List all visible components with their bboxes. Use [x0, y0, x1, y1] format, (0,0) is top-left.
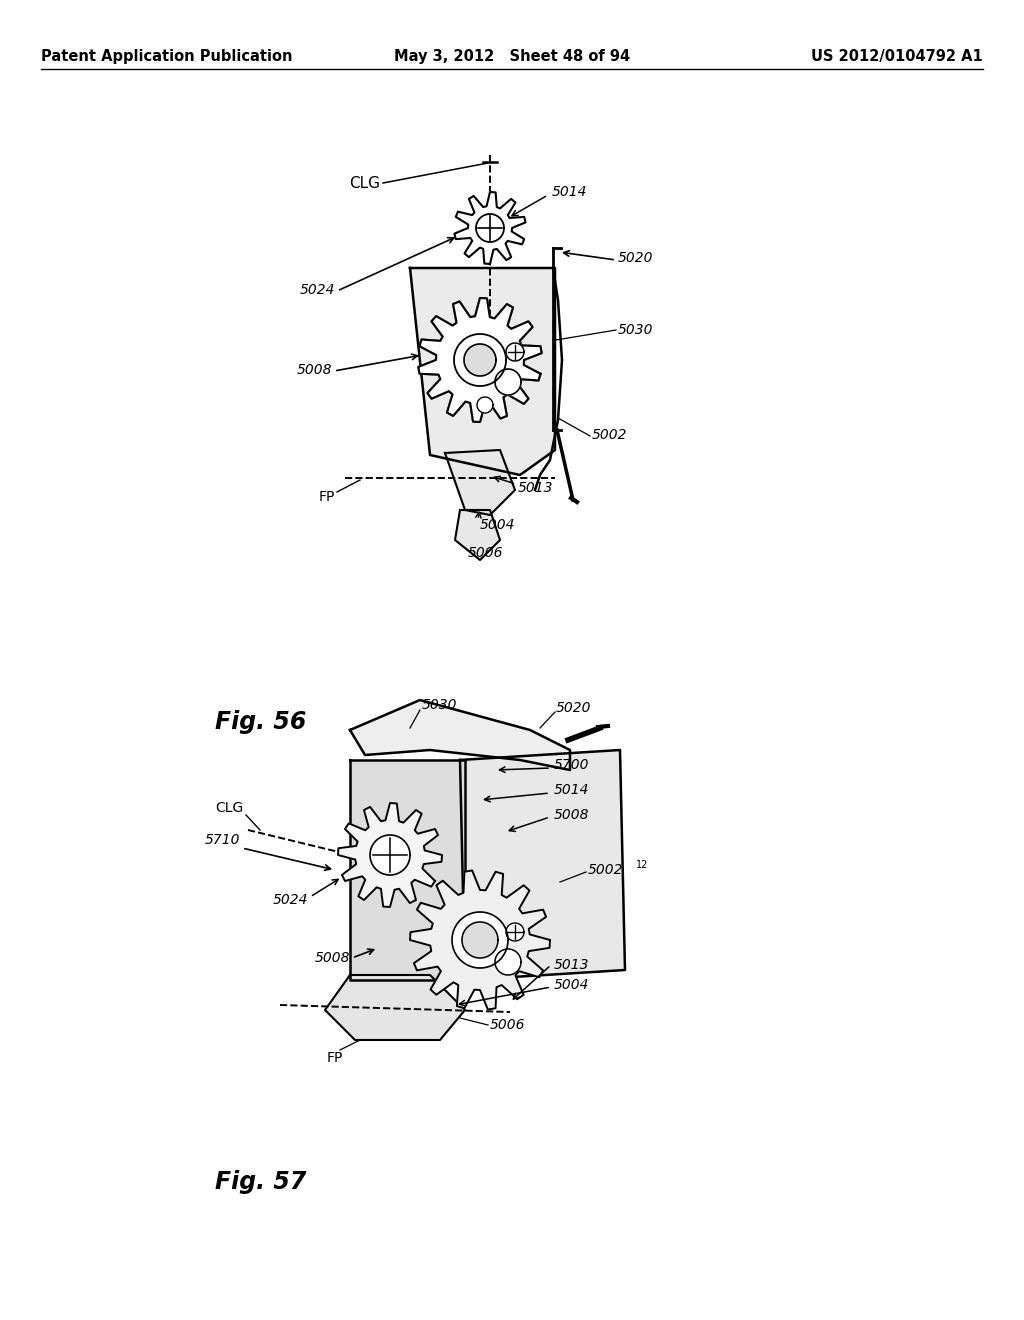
- Text: 5008: 5008: [554, 808, 590, 822]
- Text: 5014: 5014: [552, 185, 588, 199]
- Text: FP: FP: [318, 490, 335, 504]
- Text: 5002: 5002: [592, 428, 628, 442]
- Polygon shape: [419, 298, 542, 422]
- Polygon shape: [410, 870, 550, 1010]
- Polygon shape: [464, 345, 496, 376]
- Polygon shape: [338, 803, 442, 907]
- Text: 5006: 5006: [468, 546, 504, 560]
- Text: 5024: 5024: [299, 282, 335, 297]
- Text: 5013: 5013: [554, 958, 590, 972]
- Text: Fig. 56: Fig. 56: [215, 710, 306, 734]
- Text: 12: 12: [636, 861, 648, 870]
- Text: 5008: 5008: [314, 950, 350, 965]
- Polygon shape: [325, 975, 465, 1040]
- Text: 5008: 5008: [297, 363, 332, 378]
- Text: 5030: 5030: [422, 698, 458, 711]
- Text: FP: FP: [327, 1051, 343, 1065]
- Text: 5710: 5710: [205, 833, 240, 847]
- Text: 5006: 5006: [490, 1018, 525, 1032]
- Text: 5030: 5030: [618, 323, 653, 337]
- Polygon shape: [452, 912, 508, 968]
- Text: 5002: 5002: [588, 863, 624, 876]
- Polygon shape: [419, 298, 542, 422]
- Text: May 3, 2012   Sheet 48 of 94: May 3, 2012 Sheet 48 of 94: [394, 49, 630, 65]
- Polygon shape: [495, 370, 521, 395]
- Text: 5013: 5013: [518, 480, 554, 495]
- Polygon shape: [370, 836, 410, 875]
- Polygon shape: [476, 214, 504, 242]
- Text: 5024: 5024: [272, 894, 308, 907]
- Polygon shape: [454, 334, 506, 385]
- Polygon shape: [462, 921, 498, 958]
- Text: CLG: CLG: [215, 801, 243, 814]
- Polygon shape: [506, 343, 524, 360]
- Text: 5020: 5020: [618, 251, 653, 265]
- Text: 5004: 5004: [480, 517, 515, 532]
- Text: Fig. 57: Fig. 57: [215, 1170, 306, 1195]
- Text: 5020: 5020: [556, 701, 592, 715]
- Polygon shape: [455, 510, 500, 560]
- Polygon shape: [477, 397, 493, 413]
- Polygon shape: [445, 450, 515, 515]
- Text: US 2012/0104792 A1: US 2012/0104792 A1: [811, 49, 983, 65]
- Text: CLG: CLG: [349, 176, 380, 190]
- Polygon shape: [506, 923, 524, 941]
- Text: 5004: 5004: [554, 978, 590, 993]
- Text: 5014: 5014: [554, 783, 590, 797]
- Polygon shape: [350, 700, 570, 770]
- Polygon shape: [410, 268, 555, 475]
- Polygon shape: [460, 750, 625, 979]
- Polygon shape: [350, 760, 465, 979]
- Polygon shape: [495, 949, 521, 975]
- Text: Patent Application Publication: Patent Application Publication: [41, 49, 293, 65]
- Polygon shape: [455, 191, 525, 264]
- Text: 5700: 5700: [554, 758, 590, 772]
